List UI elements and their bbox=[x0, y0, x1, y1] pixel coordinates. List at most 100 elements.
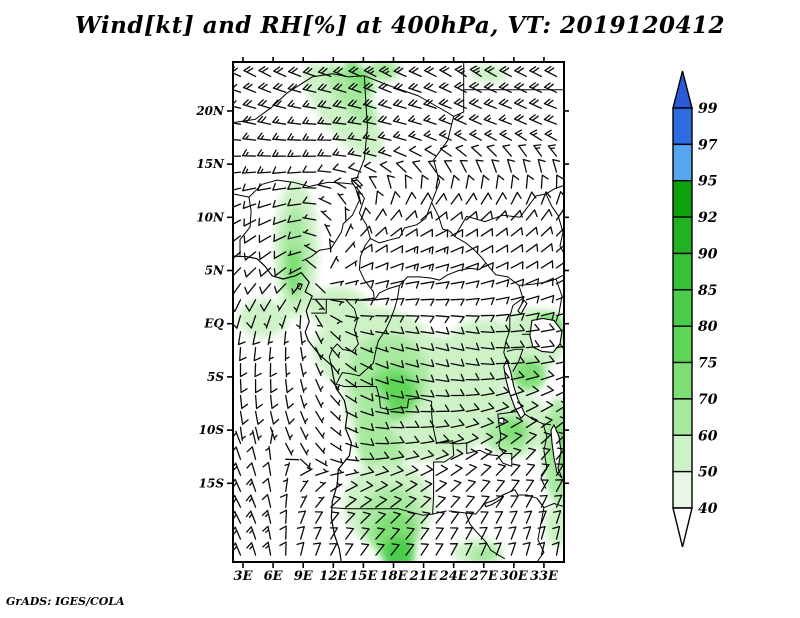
wind-barb bbox=[345, 410, 358, 419]
wind-barb bbox=[300, 495, 308, 508]
country-border bbox=[485, 262, 520, 286]
wind-barb bbox=[544, 129, 558, 141]
wind-barb bbox=[480, 314, 495, 323]
wind-barb bbox=[360, 377, 374, 386]
wind-barb bbox=[540, 311, 555, 321]
wind-barb bbox=[405, 465, 419, 476]
wind-barb bbox=[435, 389, 450, 397]
rh-shading-layer bbox=[237, 62, 564, 562]
wind-barb bbox=[233, 267, 242, 277]
wind-barb bbox=[405, 450, 420, 460]
wind-barb bbox=[475, 159, 484, 173]
wind-barb bbox=[233, 510, 242, 524]
wind-barb bbox=[450, 527, 459, 540]
wind-barb bbox=[347, 147, 362, 157]
wind-barb bbox=[435, 543, 444, 556]
wind-barb bbox=[555, 244, 564, 253]
wind-barb bbox=[245, 494, 257, 508]
wind-barb bbox=[332, 148, 347, 157]
wind-barb bbox=[315, 458, 328, 467]
wind-barb bbox=[254, 394, 263, 410]
wind-barb bbox=[233, 283, 242, 296]
wind-barb bbox=[233, 203, 242, 208]
wind-barb bbox=[405, 326, 420, 335]
lon-tick-label: 30E bbox=[500, 569, 529, 584]
wind-barb bbox=[242, 82, 257, 93]
country-border bbox=[331, 507, 447, 516]
wind-barb bbox=[553, 510, 562, 524]
wind-barb bbox=[330, 394, 341, 406]
rh-shading-blob bbox=[470, 64, 507, 84]
wind-barb bbox=[465, 448, 478, 460]
country-border bbox=[301, 184, 360, 262]
wind-barb bbox=[279, 509, 288, 524]
wind-barb bbox=[435, 246, 449, 255]
wind-barb bbox=[450, 433, 465, 445]
wind-barb bbox=[261, 509, 272, 524]
wind-barb bbox=[480, 325, 495, 334]
wind-barb bbox=[302, 165, 317, 173]
wind-barb bbox=[465, 326, 480, 335]
wind-barb bbox=[243, 218, 257, 227]
wind-barb bbox=[302, 100, 317, 109]
wind-barb bbox=[315, 346, 324, 361]
wind-barb bbox=[317, 164, 332, 173]
wind-barb bbox=[272, 116, 287, 125]
wind-barb bbox=[465, 228, 479, 237]
wind-barb bbox=[480, 341, 495, 350]
wind-barb bbox=[242, 183, 257, 192]
wind-barb bbox=[540, 339, 555, 349]
wind-barb bbox=[465, 372, 480, 381]
wind-barb bbox=[533, 144, 543, 157]
wind-barb bbox=[480, 210, 493, 221]
wind-barb bbox=[233, 251, 242, 260]
wind-barb bbox=[246, 526, 257, 540]
wind-barb bbox=[375, 190, 384, 205]
wind-barb bbox=[390, 360, 405, 369]
wind-barb bbox=[480, 174, 490, 189]
wind-barb bbox=[262, 461, 272, 476]
wind-barb bbox=[243, 251, 257, 261]
wind-barb bbox=[330, 410, 341, 422]
lake bbox=[550, 424, 563, 479]
wind-barb bbox=[450, 479, 462, 492]
wind-barb bbox=[450, 229, 464, 238]
wind-barb bbox=[390, 280, 405, 289]
wind-barb bbox=[438, 82, 452, 93]
wind-barb bbox=[405, 298, 420, 306]
country-border bbox=[336, 383, 438, 444]
wind-barb bbox=[555, 191, 564, 205]
wind-barb bbox=[332, 132, 347, 141]
wind-barb bbox=[360, 543, 370, 556]
wind-barb bbox=[348, 66, 362, 78]
wind-barb bbox=[450, 373, 465, 382]
wind-barb bbox=[375, 496, 388, 508]
wind-barb bbox=[237, 331, 246, 346]
wind-barb bbox=[495, 279, 510, 288]
wind-barb bbox=[525, 355, 540, 365]
wind-barb bbox=[555, 345, 564, 349]
wind-barb bbox=[390, 436, 405, 445]
wind-barb bbox=[465, 280, 480, 289]
wind-barb bbox=[555, 369, 564, 381]
wind-barb bbox=[257, 99, 272, 109]
wind-barb bbox=[300, 426, 309, 440]
wind-barb bbox=[360, 511, 371, 524]
wind-barb bbox=[375, 329, 390, 335]
wind-barb bbox=[486, 144, 497, 157]
colorbar-label: 70 bbox=[698, 392, 718, 408]
wind-barb bbox=[554, 494, 563, 508]
wind-barb bbox=[420, 480, 433, 492]
wind-barb bbox=[300, 346, 307, 362]
map-axes: 3E 6E 9E 12E 15E 18E 21E 24E 27E 30E 33E 20N 15N 10N 5… bbox=[195, 57, 569, 584]
wind-barb bbox=[518, 144, 528, 157]
wind-barb bbox=[390, 465, 404, 476]
wind-barb bbox=[330, 378, 341, 391]
wind-barb bbox=[296, 525, 305, 540]
wind-barb bbox=[287, 66, 302, 78]
wind-barb bbox=[332, 116, 347, 125]
rh-shading-blob bbox=[511, 358, 546, 391]
wind-barb bbox=[525, 295, 540, 304]
wind-barb bbox=[273, 233, 287, 243]
wind-barb bbox=[405, 511, 416, 524]
